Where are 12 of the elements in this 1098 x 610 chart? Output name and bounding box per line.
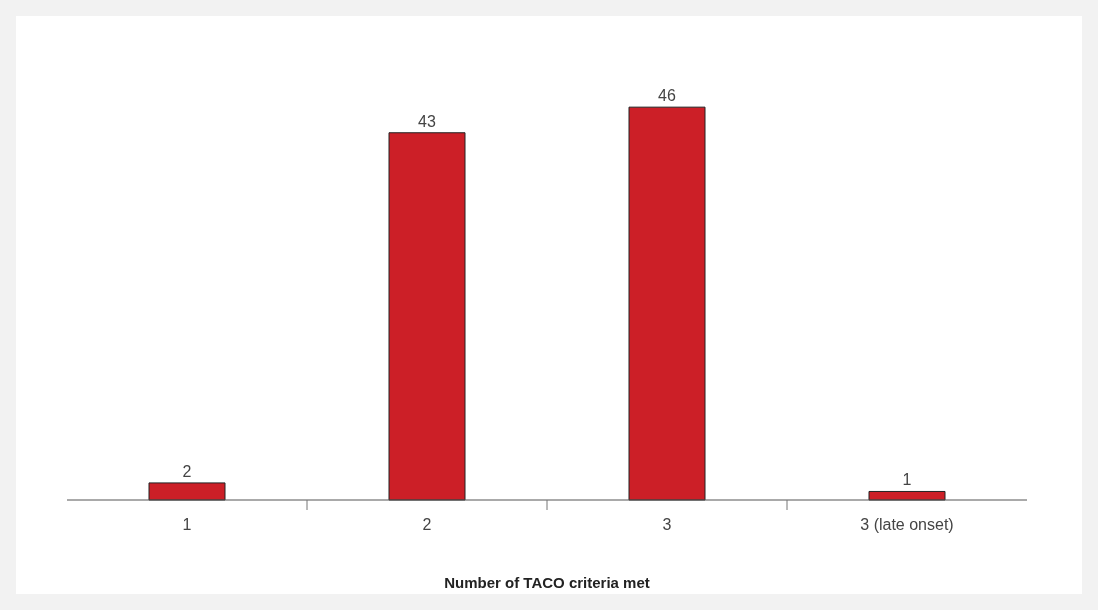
x-tick-label: 1: [182, 516, 192, 533]
bar: [148, 482, 226, 501]
x-axis-title: Number of TACO criteria met: [444, 574, 650, 591]
x-tick-label: 3: [662, 516, 672, 533]
data-label: 43: [418, 112, 436, 130]
data-label: 1: [902, 471, 912, 489]
x-tick-label: 3 (late onset): [860, 516, 954, 533]
data-label: 2: [182, 462, 192, 480]
x-tick-label: 2: [422, 516, 432, 533]
bar: [628, 106, 706, 501]
bar: [388, 132, 466, 501]
data-label: 46: [658, 87, 676, 105]
